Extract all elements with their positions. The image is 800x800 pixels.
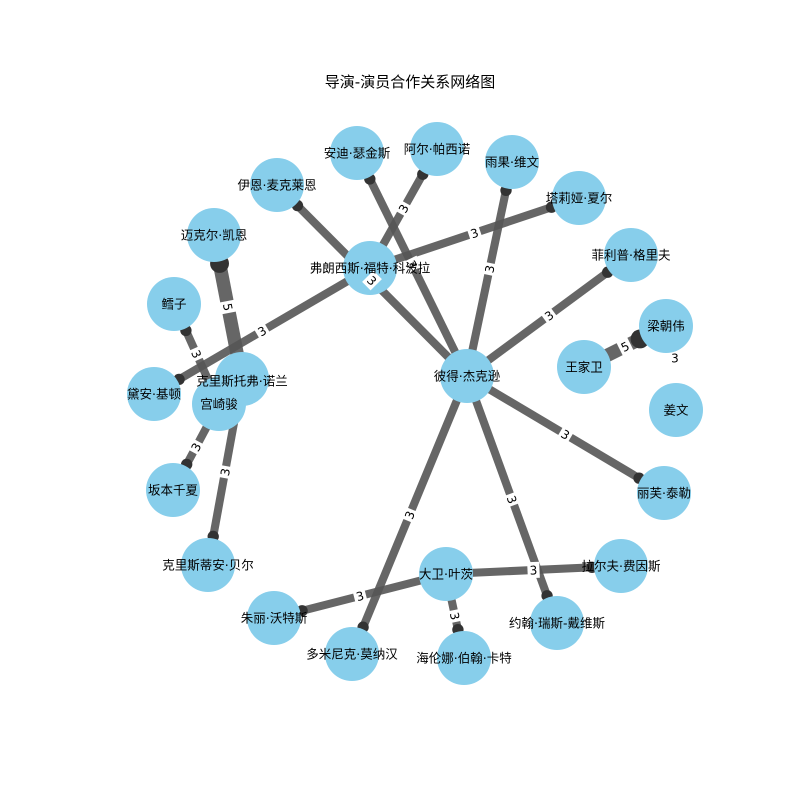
node-label-al-pacino: 阿尔·帕西诺 — [404, 142, 470, 157]
edge-weight-background — [466, 223, 483, 243]
stray-weight-label: 3 — [671, 352, 679, 366]
node-label-diane-keaton: 黛安·基顿 — [127, 387, 181, 402]
node-wong-kar-wai[interactable] — [557, 340, 611, 394]
node-label-david-yates: 大卫·叶茨 — [419, 567, 473, 582]
edge-weight-label: 3 — [447, 611, 462, 621]
node-talia-shire[interactable] — [552, 171, 606, 225]
edge-weight-label: 5 — [220, 302, 235, 312]
node-label-liv-tyler: 丽芙·泰勒 — [637, 486, 691, 501]
edge-weight-background — [539, 305, 559, 326]
edge-weight-background — [502, 491, 522, 508]
node-label-philippe-gorey: 菲利普·格里夫 — [592, 248, 671, 263]
node-christian-bale[interactable] — [181, 538, 235, 592]
node-label-michael-caine: 迈克尔·凯恩 — [181, 228, 247, 243]
node-john-rhys-davies[interactable] — [530, 596, 584, 650]
edge-weight-background — [219, 299, 237, 315]
node-sakamoto[interactable] — [146, 463, 200, 517]
edge-weight-background — [399, 506, 420, 524]
node-francis-coppola[interactable] — [343, 241, 397, 295]
edge-weight-background — [527, 561, 540, 579]
node-label-julie-walters: 朱丽·沃特斯 — [241, 611, 307, 626]
node-jiang-wen[interactable] — [649, 383, 703, 437]
edge-weight-label: 3 — [482, 264, 497, 274]
edge-weight-background — [393, 199, 414, 218]
node-label-miyazaki: 宫崎骏 — [200, 397, 238, 412]
edge-weight-background — [362, 270, 382, 291]
node-liv-tyler[interactable] — [637, 466, 691, 520]
node-david-yates[interactable] — [419, 547, 473, 601]
node-julie-walters[interactable] — [247, 591, 301, 645]
edge-weight-background — [216, 464, 234, 480]
node-helena-carter[interactable] — [437, 631, 491, 685]
node-label-tony-leung: 梁朝伟 — [647, 319, 685, 334]
edge-weight-background — [352, 586, 368, 606]
node-label-ralph-fiennes: 拉尔夫·费因斯 — [582, 559, 661, 574]
edge-weight-background — [445, 608, 465, 624]
node-label-cod: 鳕子 — [161, 297, 186, 312]
node-andy-serkis[interactable] — [330, 126, 384, 180]
node-ian-mckellen[interactable] — [250, 158, 304, 212]
node-al-pacino[interactable] — [410, 122, 464, 176]
nodes-layer — [127, 122, 703, 685]
edge-weight-background — [556, 424, 575, 445]
node-miyazaki[interactable] — [192, 377, 246, 431]
edge-weight-background — [186, 437, 206, 457]
extra-labels-layer: 3 — [671, 352, 679, 366]
node-label-wong-kar-wai: 王家卫 — [565, 360, 603, 375]
node-philippe-gorey[interactable] — [604, 228, 658, 282]
node-label-andy-serkis: 安迪·瑟金斯 — [324, 146, 390, 161]
node-label-hugo-weaving: 雨果·维文 — [485, 155, 539, 170]
node-tony-leung[interactable] — [639, 299, 693, 353]
node-label-jiang-wen: 姜文 — [663, 403, 689, 418]
node-diane-keaton[interactable] — [127, 367, 181, 421]
edge-weight-label: 3 — [504, 494, 520, 506]
node-label-peter-jackson: 彼得·杰克逊 — [434, 369, 500, 384]
node-label-john-rhys-davies: 约翰·瑞斯-戴维斯 — [509, 616, 605, 631]
node-label-francis-coppola: 弗朗西斯·福特·科波拉 — [310, 261, 431, 276]
edge-weight-background — [252, 321, 272, 341]
node-label-sakamoto: 坂本千夏 — [148, 483, 199, 498]
edge-weight-label: 3 — [218, 467, 233, 477]
node-label-talia-shire: 塔莉娅·夏尔 — [546, 191, 612, 206]
node-dominic-monaghan[interactable] — [325, 627, 379, 681]
node-ralph-fiennes[interactable] — [594, 539, 648, 593]
node-label-christopher-nolan: 克里斯托弗·诺兰 — [196, 374, 287, 389]
node-label-helena-carter: 海伦娜·伯翰·卡特 — [416, 651, 511, 666]
node-michael-caine[interactable] — [187, 208, 241, 262]
node-label-dominic-monaghan: 多米尼克·莫纳汉 — [306, 647, 398, 662]
node-peter-jackson[interactable] — [440, 349, 494, 403]
node-label-christian-bale: 克里斯蒂安·贝尔 — [162, 558, 253, 573]
node-label-ian-mckellen: 伊恩·麦克莱恩 — [238, 178, 317, 193]
edge-weight-label: 3 — [355, 589, 366, 604]
edge-weight-background — [402, 255, 422, 274]
edge-weight-label: 3 — [469, 226, 481, 242]
node-hugo-weaving[interactable] — [485, 135, 539, 189]
edge-weight-background — [480, 261, 499, 277]
edge-weight-background — [186, 345, 207, 363]
edge-weight-label: 3 — [529, 563, 537, 577]
chart-title: 导演-演员合作关系网络图 — [325, 73, 495, 91]
edge-weight-background — [616, 336, 634, 357]
node-cod[interactable] — [147, 277, 201, 331]
